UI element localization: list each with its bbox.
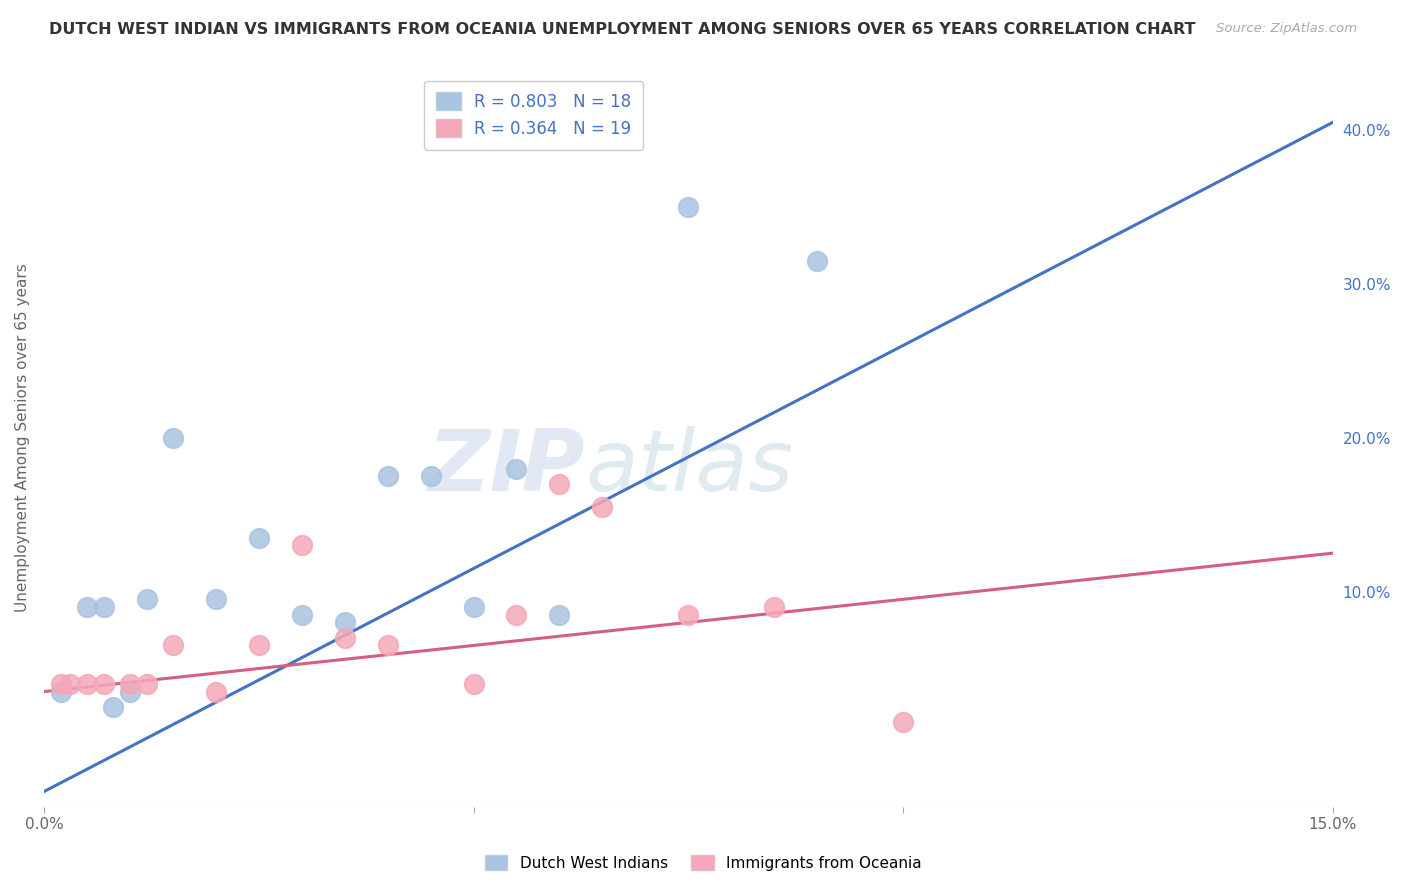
- Point: [333, 631, 356, 645]
- Point: [49, 677, 72, 691]
- Point: [505, 607, 527, 622]
- Point: [333, 615, 356, 630]
- Point: [93, 677, 115, 691]
- Point: [59, 677, 82, 691]
- Point: [377, 469, 399, 483]
- Text: Source: ZipAtlas.com: Source: ZipAtlas.com: [1216, 22, 1357, 36]
- Point: [247, 639, 270, 653]
- Point: [247, 531, 270, 545]
- Point: [678, 607, 700, 622]
- Legend: Dutch West Indians, Immigrants from Oceania: Dutch West Indians, Immigrants from Ocea…: [475, 846, 931, 880]
- Point: [548, 607, 571, 622]
- Point: [377, 639, 399, 653]
- Text: atlas: atlas: [585, 425, 793, 508]
- Point: [101, 700, 124, 714]
- Point: [162, 639, 184, 653]
- Point: [505, 461, 527, 475]
- Point: [93, 599, 115, 614]
- Point: [891, 715, 914, 730]
- Point: [118, 677, 141, 691]
- Point: [204, 684, 226, 698]
- Y-axis label: Unemployment Among Seniors over 65 years: Unemployment Among Seniors over 65 years: [15, 263, 30, 612]
- Point: [548, 476, 571, 491]
- Point: [136, 592, 159, 607]
- Point: [162, 431, 184, 445]
- Point: [291, 538, 314, 552]
- Point: [204, 592, 226, 607]
- Point: [419, 469, 441, 483]
- Text: DUTCH WEST INDIAN VS IMMIGRANTS FROM OCEANIA UNEMPLOYMENT AMONG SENIORS OVER 65 : DUTCH WEST INDIAN VS IMMIGRANTS FROM OCE…: [49, 22, 1195, 37]
- Point: [463, 599, 485, 614]
- Point: [678, 200, 700, 214]
- Point: [118, 684, 141, 698]
- Point: [76, 677, 98, 691]
- Point: [136, 677, 159, 691]
- Point: [49, 684, 72, 698]
- Point: [591, 500, 613, 514]
- Point: [291, 607, 314, 622]
- Point: [76, 599, 98, 614]
- Point: [463, 677, 485, 691]
- Text: ZIP: ZIP: [427, 425, 585, 508]
- Point: [806, 253, 828, 268]
- Legend: R = 0.803   N = 18, R = 0.364   N = 19: R = 0.803 N = 18, R = 0.364 N = 19: [425, 80, 643, 150]
- Point: [763, 599, 786, 614]
